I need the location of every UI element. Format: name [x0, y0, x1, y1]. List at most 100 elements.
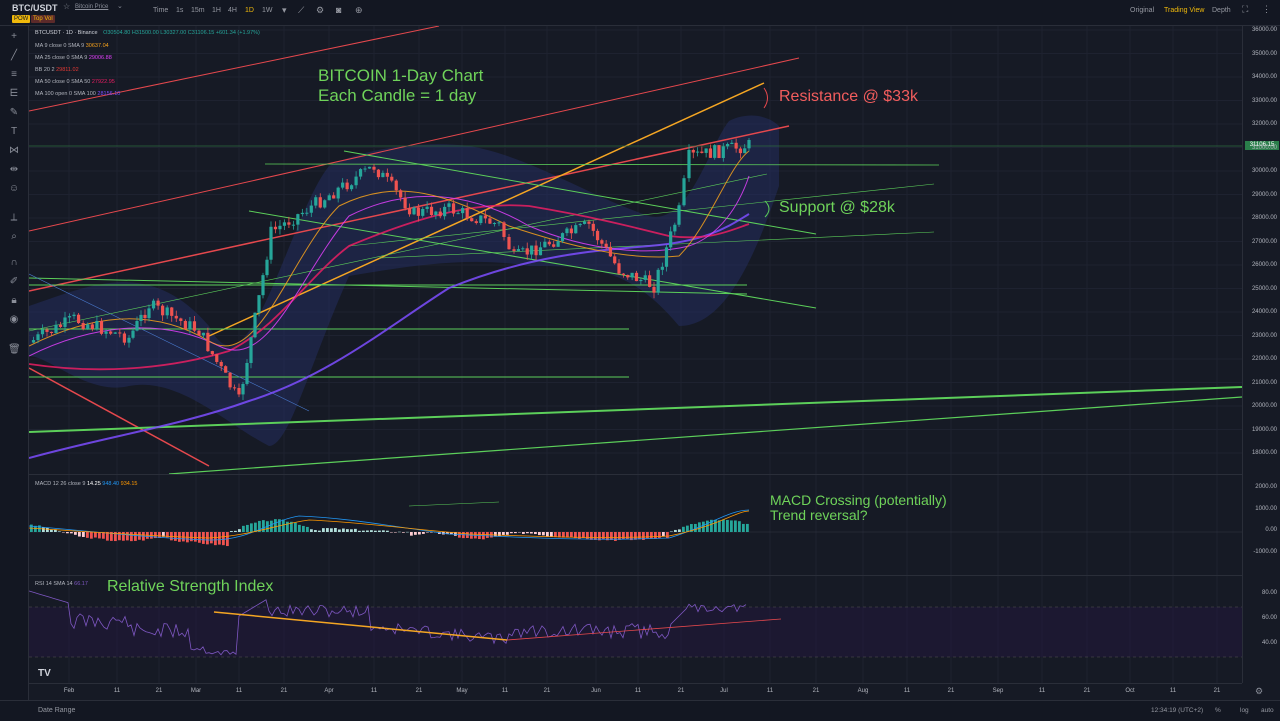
- stay-drawing-icon[interactable]: ✐: [9, 276, 19, 287]
- macd-hist-bar: [538, 532, 541, 536]
- rsi-legend[interactable]: RSI 14 SMA 14 66.17: [35, 581, 88, 587]
- chart-title-line1: BITCOIN 1-Day Chart: [318, 66, 484, 85]
- candle-body: [49, 331, 54, 334]
- horizontal-lines-icon[interactable]: ≡: [11, 69, 17, 80]
- support-level-mid: [29, 277, 748, 295]
- fib-icon[interactable]: ⋿: [9, 88, 19, 99]
- macd-hist-bar: [242, 525, 245, 532]
- indicator-legend-ma9[interactable]: MA 9 close 0 SMA 9 30637.04: [35, 43, 109, 49]
- date-range-button[interactable]: Date Range: [38, 707, 76, 714]
- macd-hist-bar: [510, 532, 513, 534]
- indicator-value: 28156.10: [97, 91, 121, 97]
- tf-1h[interactable]: 1H: [212, 7, 221, 14]
- macd-hist-bar: [686, 525, 689, 532]
- measure-icon[interactable]: ⇹: [9, 164, 19, 175]
- pattern-icon[interactable]: ⋈: [9, 145, 19, 156]
- candle-body: [327, 195, 331, 201]
- macd-hist-bar: [602, 532, 605, 540]
- candle-body: [434, 211, 438, 216]
- macd-hist-bar: [498, 532, 501, 537]
- tf-4h[interactable]: 4H: [228, 7, 237, 14]
- candle-body: [183, 320, 187, 330]
- magnet-icon[interactable]: ∩: [10, 257, 18, 268]
- tf-1w[interactable]: 1W: [262, 7, 273, 14]
- time-tick-label: Oct: [1125, 688, 1135, 694]
- lock-icon[interactable]: 🔒︎: [11, 295, 17, 306]
- view-original[interactable]: Original: [1130, 7, 1155, 14]
- time-axis[interactable]: Feb 11 21 Mar 11 21 Apr 11 21 May 11 21 Jun 11 21 Jul 11…: [29, 683, 1242, 700]
- candle-body: [131, 330, 135, 338]
- macd-hist-bar: [350, 529, 353, 532]
- percent-toggle[interactable]: %: [1215, 707, 1221, 714]
- text-icon[interactable]: T: [10, 126, 18, 137]
- auto-toggle[interactable]: auto: [1261, 707, 1274, 714]
- macd-tick-label: 1000.00: [1255, 505, 1277, 512]
- top-toolbar: BTC/USDT ☆ Bitcoin Price ⌄ POW Top Vol T…: [0, 0, 1280, 26]
- candle-body: [127, 337, 131, 343]
- macd-hist-bar: [370, 530, 373, 532]
- indicator-legend-bb[interactable]: BB 20 2 29811.02: [35, 67, 79, 73]
- indicator-legend-ma100[interactable]: MA 100 open 0 SMA 100 28156.10: [35, 91, 120, 97]
- axis-settings-icon[interactable]: ⚙: [1255, 686, 1264, 696]
- brush-icon[interactable]: ✎: [9, 107, 19, 118]
- view-trading-view[interactable]: Trading View: [1164, 7, 1205, 14]
- tf-1s[interactable]: 1s: [176, 7, 184, 14]
- macd-hist-bar: [362, 530, 365, 532]
- crosshair-icon[interactable]: +: [11, 31, 17, 42]
- rsi-label: RSI 14 SMA 14: [35, 581, 73, 587]
- emoji-icon[interactable]: ☺: [8, 183, 20, 194]
- macd-hist-bar: [342, 528, 345, 532]
- indicator-label: BB 20 2: [35, 67, 55, 73]
- candle-body: [36, 334, 40, 341]
- view-depth[interactable]: Depth: [1212, 7, 1231, 14]
- macd-hist-bar: [382, 530, 385, 532]
- candle-body: [687, 149, 691, 179]
- eye-icon[interactable]: ◉: [9, 314, 19, 325]
- tf-1d[interactable]: 1D: [245, 7, 254, 14]
- macd-hist-bar: [530, 532, 533, 534]
- candles-layer: [31, 138, 751, 400]
- screenshot-icon[interactable]: ◙: [336, 5, 342, 15]
- candle-body: [385, 172, 389, 177]
- macd-hist-bar: [318, 530, 321, 532]
- badge-pow: POW: [12, 15, 31, 23]
- chart-settings-icon[interactable]: ⚙: [316, 5, 325, 15]
- expand-icon[interactable]: ⛶: [1242, 4, 1249, 14]
- macd-hist-bar: [526, 532, 529, 534]
- favorite-star-icon[interactable]: ☆: [63, 2, 71, 11]
- time-tick-label: 21: [812, 688, 820, 694]
- clock[interactable]: 12:34:19 (UTC+2): [1151, 707, 1204, 714]
- macd-hist-bar: [594, 532, 597, 540]
- candle-body: [170, 307, 174, 316]
- trash-icon[interactable]: 🗑︎: [8, 344, 21, 355]
- ruler-icon[interactable]: ⟂: [10, 212, 18, 223]
- price-axis[interactable]: 31106.15 36000.00 35000.00 34000.00 33000.0…: [1242, 26, 1280, 683]
- more-options-icon[interactable]: ⋮: [1262, 4, 1271, 14]
- symbol-title[interactable]: BTC/USDT: [12, 3, 58, 13]
- chevron-down-icon[interactable]: ⌄: [117, 3, 123, 10]
- macd-hist-bar: [190, 532, 193, 542]
- tf-15m[interactable]: 15m: [191, 7, 205, 14]
- pane-divider[interactable]: [29, 575, 1242, 576]
- indicator-legend-ma25[interactable]: MA 25 close 0 SMA 9 29006.88: [35, 55, 112, 61]
- indicator-legend-ma50[interactable]: MA 50 close 0 SMA 50 27922.95: [35, 79, 115, 85]
- macd-hist-bar: [450, 532, 453, 535]
- candle-body: [516, 249, 521, 251]
- indicator-label: MA 100 open 0 SMA 100: [35, 91, 96, 97]
- tf-time[interactable]: Time: [153, 7, 169, 14]
- zoom-icon[interactable]: ⌕: [11, 231, 17, 242]
- price-tick-label: 20000.00: [1251, 403, 1277, 409]
- macd-legend[interactable]: MACD 12 26 close 9 14.25 948.40 934.15: [35, 481, 137, 487]
- more-timeframes-icon[interactable]: ▾: [282, 5, 287, 15]
- candle-body: [81, 323, 85, 329]
- add-icon[interactable]: ⊕: [355, 5, 363, 15]
- price-tick-label: 27000.00: [1251, 238, 1277, 245]
- log-toggle[interactable]: log: [1240, 707, 1249, 714]
- indicators-icon[interactable]: ⟋: [298, 5, 305, 15]
- time-tick-label: 21: [155, 688, 163, 694]
- macd-hist-bar: [710, 519, 713, 532]
- symbol-subtitle-link[interactable]: Bitcoin Price: [75, 4, 109, 10]
- chart-canvas[interactable]: [29, 26, 1242, 683]
- trendline-icon[interactable]: ╱: [10, 50, 18, 61]
- pane-divider[interactable]: [29, 474, 1242, 475]
